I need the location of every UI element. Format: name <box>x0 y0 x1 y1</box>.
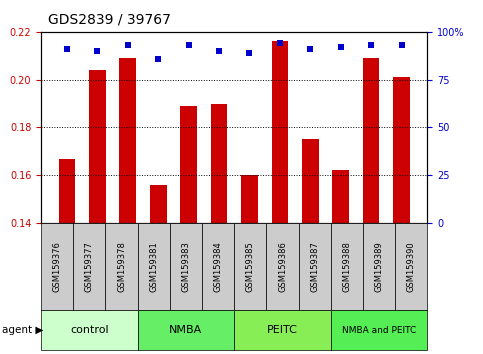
Bar <box>241 175 258 223</box>
Point <box>63 46 71 52</box>
Text: NMBA: NMBA <box>170 325 202 335</box>
Bar <box>302 139 319 223</box>
Bar <box>331 223 363 310</box>
Bar <box>41 310 138 350</box>
Point <box>155 56 162 62</box>
Point <box>124 42 132 48</box>
Bar <box>332 171 349 223</box>
Bar <box>119 58 136 223</box>
Bar <box>41 223 73 310</box>
Text: GSM159378: GSM159378 <box>117 241 126 292</box>
Text: GSM159389: GSM159389 <box>375 241 384 292</box>
Bar <box>105 223 138 310</box>
Text: GSM159383: GSM159383 <box>182 241 190 292</box>
Text: agent ▶: agent ▶ <box>2 325 44 335</box>
Point <box>185 42 193 48</box>
Text: GSM159377: GSM159377 <box>85 241 94 292</box>
Bar <box>234 310 331 350</box>
Bar <box>202 223 234 310</box>
Bar <box>271 41 288 223</box>
Bar <box>363 58 380 223</box>
Bar <box>89 70 106 223</box>
Bar <box>298 223 331 310</box>
Bar <box>138 310 234 350</box>
Bar <box>267 223 298 310</box>
Bar <box>363 223 395 310</box>
Point <box>276 40 284 46</box>
Point <box>367 42 375 48</box>
Text: GSM159376: GSM159376 <box>53 241 62 292</box>
Text: GDS2839 / 39767: GDS2839 / 39767 <box>48 12 171 27</box>
Bar <box>211 104 227 223</box>
Bar <box>393 77 410 223</box>
Bar <box>395 223 427 310</box>
Text: GSM159387: GSM159387 <box>310 241 319 292</box>
Point <box>215 48 223 54</box>
Text: GSM159384: GSM159384 <box>213 241 223 292</box>
Text: NMBA and PEITC: NMBA and PEITC <box>342 326 416 335</box>
Bar <box>73 223 105 310</box>
Text: GSM159385: GSM159385 <box>246 241 255 292</box>
Text: GSM159390: GSM159390 <box>407 241 416 292</box>
Bar <box>180 106 197 223</box>
Text: GSM159388: GSM159388 <box>342 241 352 292</box>
Text: PEITC: PEITC <box>267 325 298 335</box>
Bar <box>58 159 75 223</box>
Text: GSM159381: GSM159381 <box>149 241 158 292</box>
Bar <box>331 310 427 350</box>
Bar <box>170 223 202 310</box>
Bar <box>234 223 267 310</box>
Point <box>398 42 405 48</box>
Text: control: control <box>70 325 109 335</box>
Point <box>337 44 344 50</box>
Bar <box>150 185 167 223</box>
Text: GSM159386: GSM159386 <box>278 241 287 292</box>
Point <box>94 48 101 54</box>
Point <box>245 50 253 56</box>
Point <box>306 46 314 52</box>
Bar <box>138 223 170 310</box>
